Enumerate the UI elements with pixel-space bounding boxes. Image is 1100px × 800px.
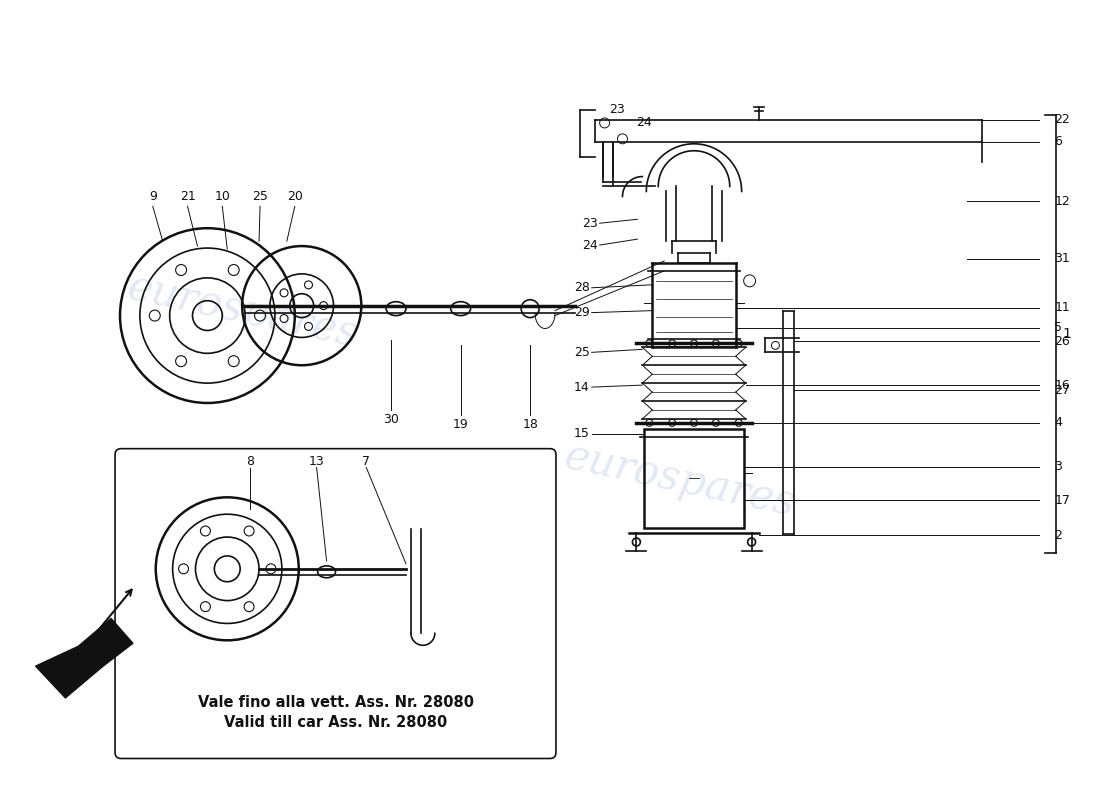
Text: 21: 21 [179, 190, 196, 203]
Polygon shape [35, 618, 133, 698]
Text: 4: 4 [1055, 416, 1063, 430]
Text: 18: 18 [522, 418, 538, 431]
Text: 12: 12 [1055, 195, 1070, 208]
Text: 25: 25 [252, 190, 268, 203]
Text: 3: 3 [1055, 460, 1063, 473]
Text: eurospares: eurospares [123, 544, 362, 634]
Text: 25: 25 [574, 346, 590, 359]
Text: 19: 19 [453, 418, 469, 431]
Text: 1: 1 [1062, 327, 1070, 341]
Text: 10: 10 [214, 190, 230, 203]
Text: 28: 28 [574, 282, 590, 294]
Text: Vale fino alla vett. Ass. Nr. 28080: Vale fino alla vett. Ass. Nr. 28080 [198, 695, 473, 710]
Text: 11: 11 [1055, 301, 1070, 314]
Text: 20: 20 [287, 190, 303, 203]
Text: 23: 23 [608, 102, 625, 115]
Text: 26: 26 [1055, 335, 1070, 348]
Text: 30: 30 [383, 414, 399, 426]
Text: 14: 14 [574, 381, 590, 394]
Text: 23: 23 [582, 217, 597, 230]
Text: 22: 22 [1055, 114, 1070, 126]
Text: 13: 13 [309, 455, 324, 468]
Text: 15: 15 [574, 427, 590, 440]
Text: Valid till car Ass. Nr. 28080: Valid till car Ass. Nr. 28080 [224, 715, 447, 730]
Text: eurospares: eurospares [560, 434, 799, 525]
Text: 8: 8 [246, 455, 254, 468]
Bar [645, 429, 744, 528]
Text: 24: 24 [582, 238, 597, 251]
FancyBboxPatch shape [116, 449, 556, 758]
Text: 27: 27 [1055, 383, 1070, 397]
Text: 16: 16 [1055, 378, 1070, 392]
Text: 31: 31 [1055, 253, 1070, 266]
Text: 5: 5 [1055, 321, 1063, 334]
Text: 17: 17 [1055, 494, 1070, 506]
Text: eurospares: eurospares [123, 266, 362, 355]
Text: 29: 29 [574, 306, 590, 319]
Text: 6: 6 [1055, 135, 1063, 148]
Text: 24: 24 [637, 117, 652, 130]
Text: 9: 9 [148, 190, 156, 203]
Text: 2: 2 [1055, 529, 1063, 542]
Text: 7: 7 [362, 455, 371, 468]
